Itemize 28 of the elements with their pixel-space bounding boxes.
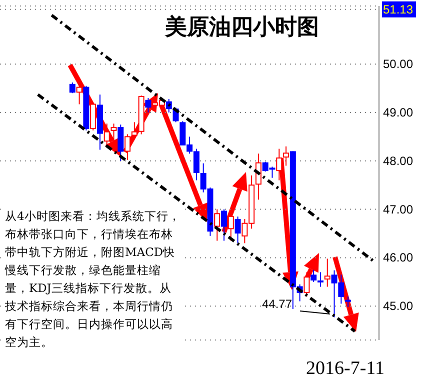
candlestick: [124, 134, 131, 160]
candlestick: [76, 82, 82, 105]
chart-title: 美原油四小时图: [165, 13, 319, 41]
candlestick: [104, 123, 110, 147]
candlestick: [145, 97, 152, 113]
annotation: 从4小时图来看：均线系统下行，布林带张口向下，行情埃在布林带中轨下方附近，附图MACD快慢线下行发散，绿色能量柱缩量，KDJ三线指标下行发散。从技术指标综合来看，本周行情仍有下行空间。日内操作可以以高空为主。: [5, 207, 181, 351]
y-tick-label: 45.00: [383, 299, 414, 314]
candlestick: [214, 208, 220, 242]
candlestick: [118, 124, 124, 162]
candlestick: [283, 146, 290, 166]
candlestick: [324, 258, 330, 288]
candlestick: [310, 269, 317, 282]
candlestick: [317, 272, 324, 288]
y-tick-label: 47.00: [383, 202, 414, 216]
annotation: 44.77: [262, 297, 292, 311]
y-tick-label: 50.00: [383, 57, 414, 72]
text: 2016-7-11: [306, 358, 384, 380]
candlestick: [234, 216, 241, 244]
candlestick: [304, 272, 310, 297]
y-tick-label: 49.00: [383, 105, 414, 120]
y-tick-label: 48.00: [383, 154, 414, 168]
y-tick-label: 51.13: [383, 2, 414, 16]
y-tick-label: 46.00: [383, 250, 414, 265]
candlestick: [69, 82, 76, 94]
candlestick: [228, 214, 234, 242]
candlestick: [276, 148, 282, 181]
candlestick: [221, 208, 228, 242]
candlestick: [345, 296, 352, 308]
